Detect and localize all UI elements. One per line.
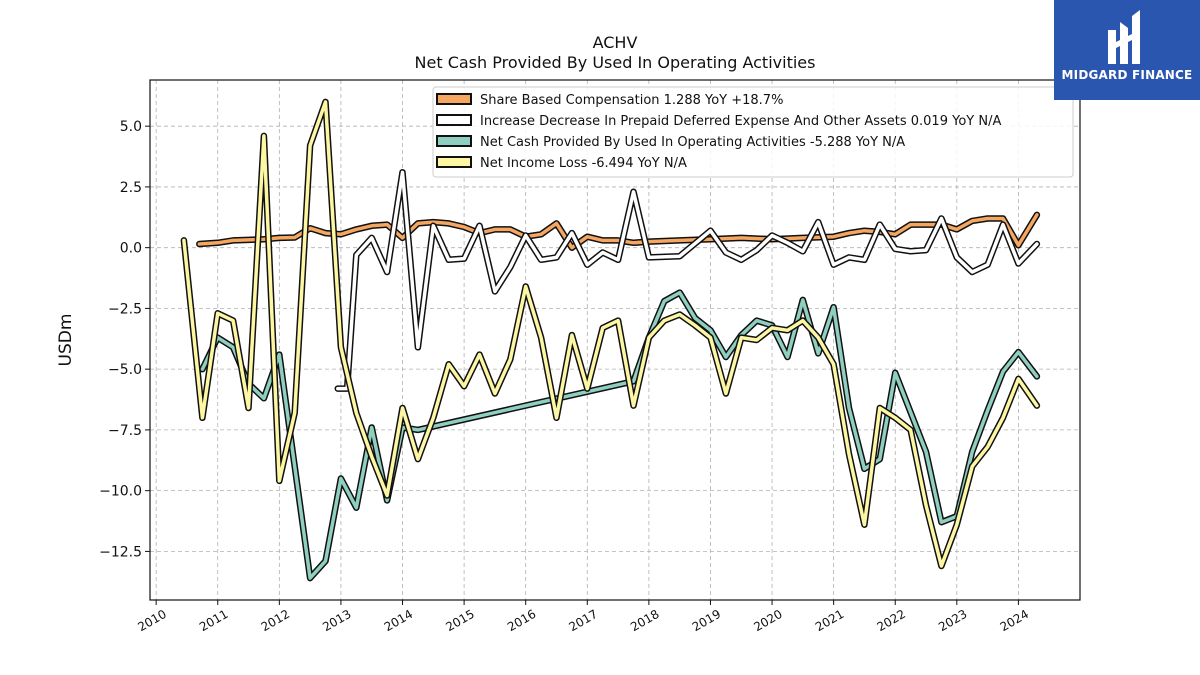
series-line-1	[336, 170, 1039, 391]
chart-title: ACHV	[593, 33, 638, 52]
x-tick-label: 2024	[998, 607, 1031, 634]
y-tick-label: −12.5	[99, 544, 142, 560]
x-tick-label: 2020	[751, 607, 784, 634]
x-tick-label: 2012	[259, 607, 292, 634]
legend-label-1: Increase Decrease In Prepaid Deferred Ex…	[480, 114, 1001, 129]
legend-box	[432, 86, 1074, 178]
series-line-0	[197, 213, 1039, 250]
x-tick-label: 2010	[135, 607, 168, 634]
x-tick-label: 2019	[690, 607, 723, 634]
legend-swatch-3	[436, 156, 472, 168]
legend-swatch-1	[436, 114, 472, 126]
y-axis-label: USDm	[56, 314, 76, 367]
x-tick-label: 2017	[567, 607, 600, 634]
series-layer	[180, 98, 1041, 582]
plot-frame	[149, 79, 1081, 601]
x-tick-label: 2016	[505, 607, 538, 634]
chart-subtitle: Net Cash Provided By Used In Operating A…	[415, 53, 816, 72]
y-tick-label: −10.0	[99, 484, 142, 500]
x-tick-label: 2014	[382, 607, 415, 634]
y-tick-label: −2.5	[108, 301, 142, 317]
x-tick-label: 2011	[197, 607, 230, 634]
logo-mark-icon	[1108, 10, 1140, 64]
series-outline-1	[334, 169, 1041, 392]
x-tick-label: 2013	[320, 607, 353, 634]
midgard-finance-logo: MIDGARD FINANCE	[1054, 0, 1200, 100]
x-tick-label: 2015	[443, 607, 476, 634]
y-tick-label: 5.0	[120, 119, 142, 135]
legend: Share Based Compensation 1.288 YoY +18.7…	[432, 86, 1074, 178]
legend-swatch-0	[436, 93, 472, 105]
y-tick-label: 0.0	[120, 241, 142, 257]
y-tick-label: 2.5	[120, 180, 142, 196]
legend-swatch-2	[436, 135, 472, 147]
x-tick-label: 2022	[875, 607, 908, 634]
y-tick-label: −5.0	[108, 362, 142, 378]
x-tick-label: 2018	[628, 607, 661, 634]
x-tick-label: 2021	[813, 607, 846, 634]
logo-text: MIDGARD FINANCE	[1061, 68, 1193, 82]
legend-label-0: Share Based Compensation 1.288 YoY +18.7…	[480, 93, 783, 108]
legend-label-2: Net Cash Provided By Used In Operating A…	[480, 135, 905, 150]
series-line-3	[182, 100, 1039, 568]
series-line-2	[200, 290, 1039, 580]
y-tick-label: −7.5	[108, 423, 142, 439]
x-tick-label: 2023	[936, 607, 969, 634]
legend-label-3: Net Income Loss -6.494 YoY N/A	[480, 156, 687, 171]
